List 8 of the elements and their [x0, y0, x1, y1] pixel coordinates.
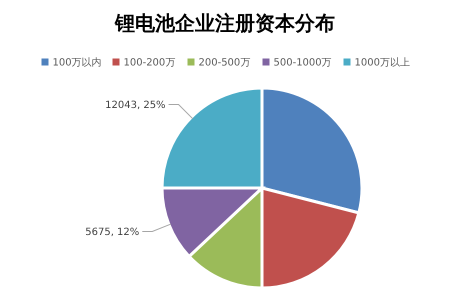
legend-label: 500-1000万	[274, 58, 332, 68]
legend-label: 100-200万	[124, 58, 176, 68]
chart-title: 锂电池企业注册资本分布	[114, 11, 335, 35]
legend-label: 100万以内	[52, 56, 102, 68]
legend-label: 1000万以上	[354, 56, 410, 68]
data-label: 12043, 25%	[105, 100, 166, 112]
legend-label: 200-500万	[198, 58, 250, 68]
data-label: 5675, 12%	[85, 226, 140, 238]
